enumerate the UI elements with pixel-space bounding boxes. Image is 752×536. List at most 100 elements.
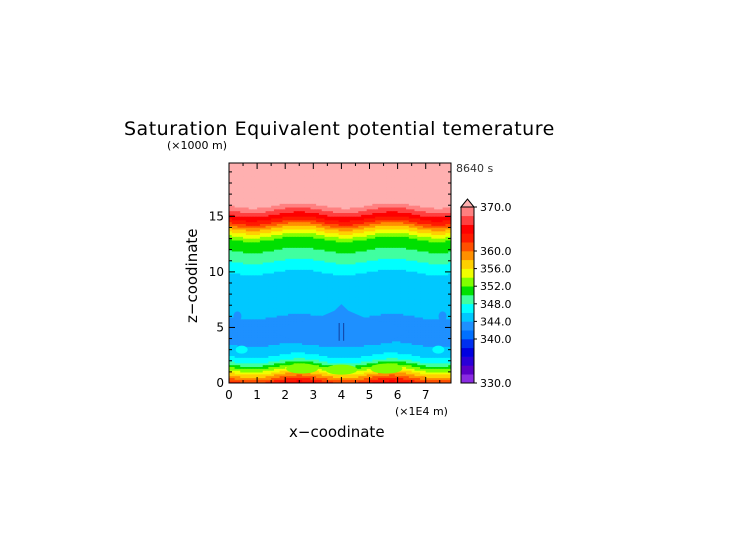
field-cell: [257, 293, 261, 296]
field-cell: [442, 274, 446, 278]
field-cell: [338, 289, 342, 292]
field-cell: [285, 315, 289, 318]
field-cell: [237, 296, 241, 300]
field-cell: [431, 273, 435, 276]
field-cell: [372, 317, 376, 320]
field-cell: [304, 350, 309, 353]
field-cell: [448, 353, 452, 356]
field-cell: [338, 355, 342, 358]
field-cell: [338, 344, 342, 347]
field-cell: [285, 342, 289, 345]
field-cell: [349, 271, 354, 274]
field-cell: [273, 315, 278, 318]
field-cell: [296, 311, 300, 314]
field-cell: [363, 357, 368, 360]
field-cell: [293, 342, 297, 345]
field-cell: [352, 344, 356, 347]
field-cell: [377, 351, 382, 355]
field-cell: [377, 340, 382, 344]
field-cell: [434, 298, 438, 301]
field-cell: [257, 304, 261, 307]
field-cell: [347, 284, 351, 287]
field-cell: [422, 274, 427, 278]
field-cell: [394, 346, 399, 349]
field-cell: [411, 355, 415, 358]
field-cell: [231, 269, 236, 272]
field-cell: [318, 377, 323, 380]
field-cell: [276, 322, 281, 325]
field-cell: [420, 372, 424, 375]
field-cell: [332, 355, 337, 358]
field-cell: [254, 265, 258, 268]
field-cell: [318, 287, 323, 290]
field-cell: [304, 271, 309, 274]
field-cell: [299, 375, 303, 378]
field-cell: [296, 351, 300, 355]
field-cell: [436, 339, 441, 342]
field-cell: [254, 298, 258, 301]
field-cell: [386, 350, 390, 353]
field-cell: [330, 377, 334, 380]
field-cell: [347, 306, 351, 309]
field-cell: [366, 351, 371, 355]
field-cell: [332, 293, 337, 296]
field-cell: [428, 368, 432, 371]
field-cell: [332, 381, 337, 384]
field-cell: [425, 282, 430, 285]
field-cell: [366, 287, 371, 290]
field-cell: [271, 355, 275, 358]
field-cell: [231, 267, 236, 270]
field-cell: [414, 339, 418, 342]
field-cell: [400, 309, 404, 312]
field-cell: [445, 339, 449, 342]
field-cell: [313, 351, 317, 355]
field-cell: [422, 366, 427, 369]
field-cell: [442, 344, 446, 347]
field-cell: [290, 357, 295, 360]
field-cell: [400, 289, 404, 292]
field-cell: [428, 335, 432, 338]
field-cell: [436, 359, 441, 362]
field-cell: [422, 311, 427, 314]
field-cell: [324, 306, 328, 309]
field-cell: [257, 331, 261, 334]
field-cell: [288, 276, 292, 279]
field-cell: [377, 271, 382, 274]
field-cell: [445, 276, 449, 279]
field-cell: [282, 322, 286, 325]
field-cell: [310, 282, 314, 285]
field-cell: [358, 351, 362, 355]
field-cell: [259, 289, 264, 292]
field-cell: [403, 267, 407, 270]
field-cell: [313, 293, 317, 296]
field-cell: [420, 359, 424, 362]
field-cell: [262, 361, 267, 364]
field-cell: [434, 375, 438, 378]
field-cell: [434, 280, 438, 283]
field-cell: [377, 304, 382, 307]
field-cell: [257, 337, 261, 340]
field-cell: [394, 298, 399, 301]
field-cell: [375, 309, 379, 312]
field-cell: [358, 271, 362, 274]
field-cell: [259, 331, 264, 334]
field-cell: [386, 311, 390, 314]
field-cell: [290, 287, 295, 290]
field-cell: [363, 315, 368, 318]
field-cell: [310, 342, 314, 345]
field-cell: [386, 296, 390, 300]
field-cell: [332, 306, 337, 309]
field-cell: [369, 273, 373, 276]
field-cell: [327, 300, 331, 303]
field-cell: [397, 296, 401, 300]
field-cell: [273, 300, 278, 303]
field-cell: [431, 370, 435, 373]
field-cell: [425, 368, 430, 371]
field-cell: [355, 291, 359, 294]
field-cell: [259, 291, 264, 294]
field-cell: [386, 315, 390, 318]
field-cell: [257, 315, 261, 318]
field-cell: [234, 289, 238, 292]
field-cell: [307, 293, 311, 296]
field-cell: [254, 359, 258, 362]
